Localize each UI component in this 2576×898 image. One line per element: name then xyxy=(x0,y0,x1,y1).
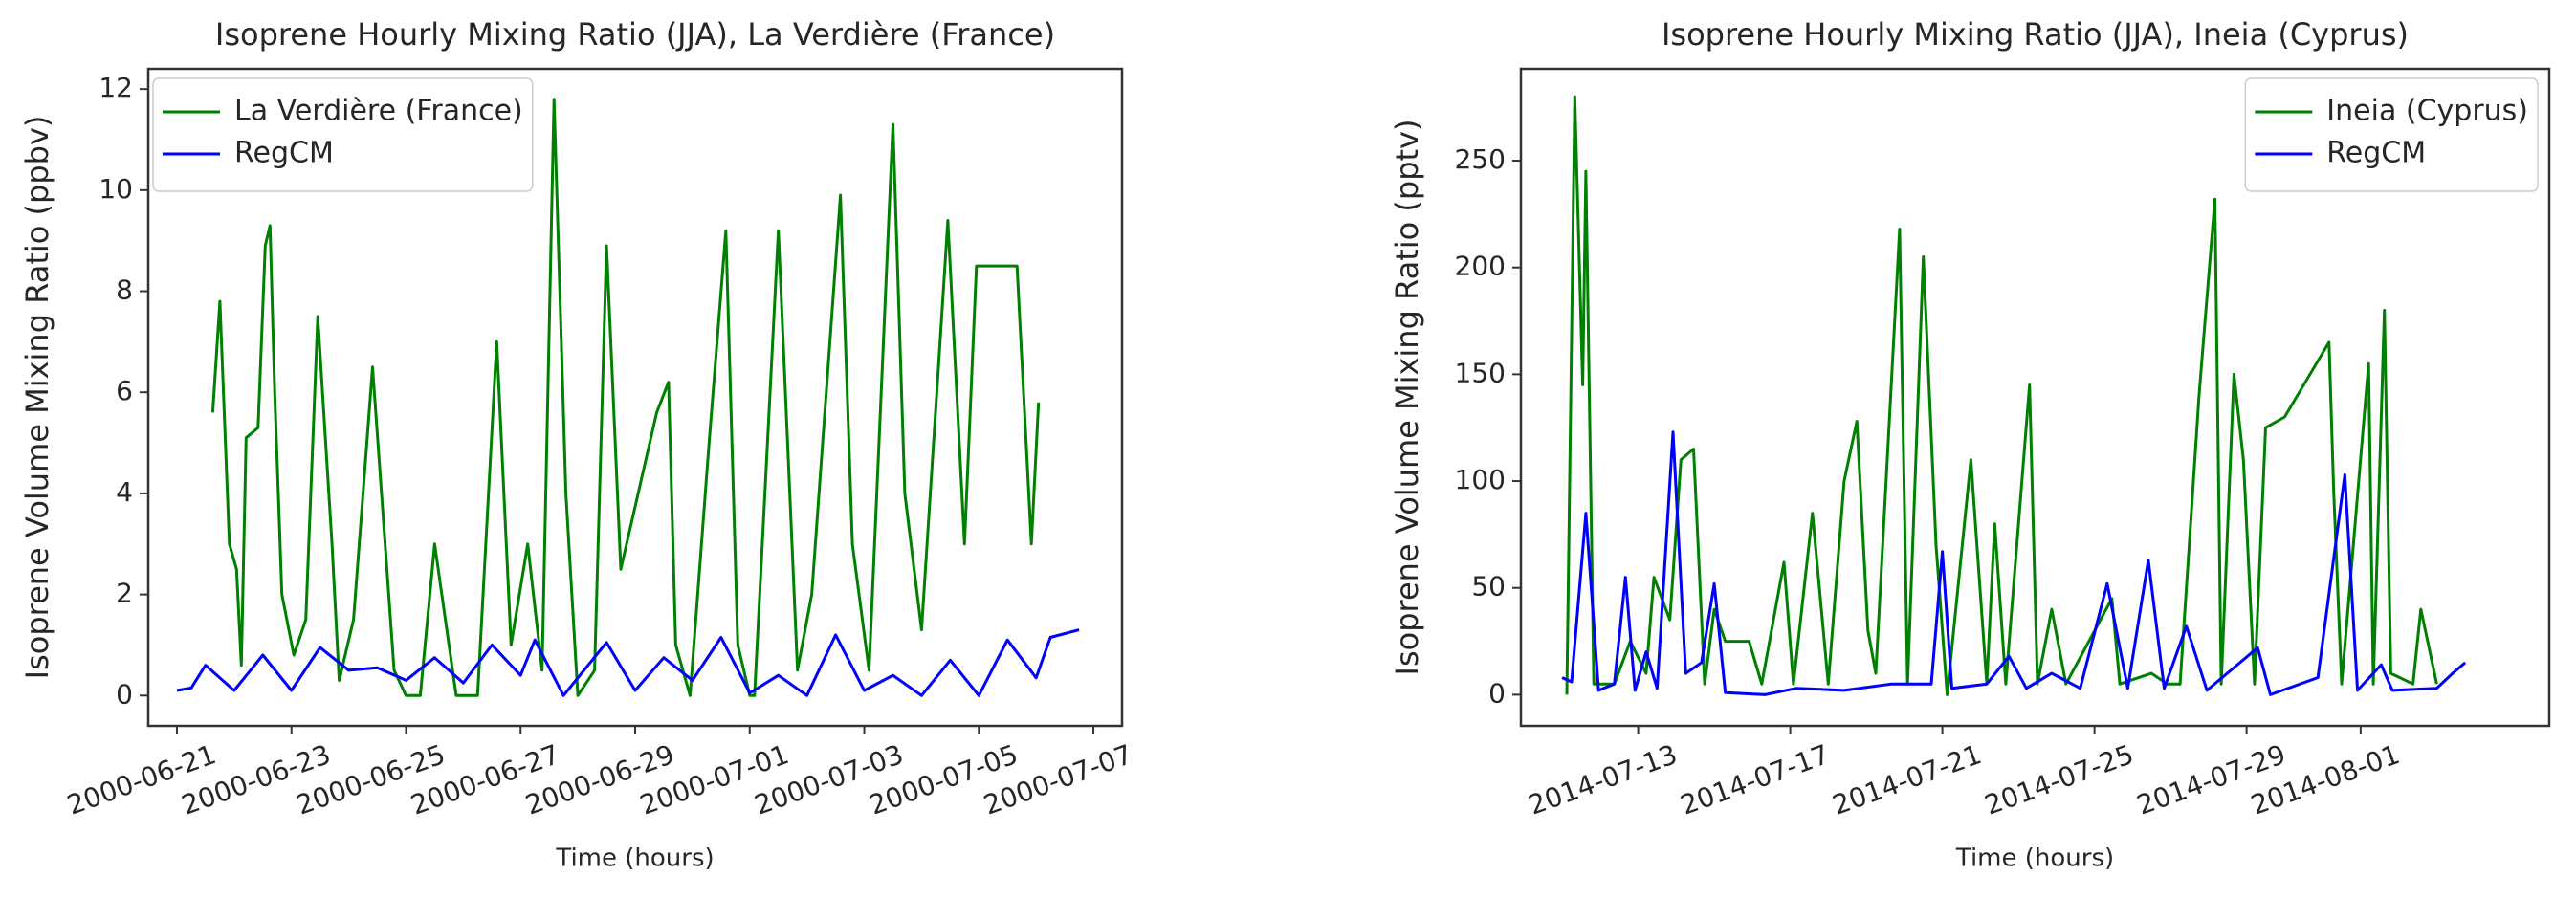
chart-title: Isoprene Hourly Mixing Ratio (JJA), La V… xyxy=(215,16,1055,53)
y-axis-label: Isoprene Volume Mixing Ratio (ppbv) xyxy=(19,116,55,680)
x-tick-label: 2014-07-17 xyxy=(1677,738,1834,821)
legend-label: La Verdière (France) xyxy=(234,95,523,128)
chart-title: Isoprene Hourly Mixing Ratio (JJA), Inei… xyxy=(1662,16,2409,53)
y-tick-label: 0 xyxy=(116,678,133,710)
x-tick-label: 2014-07-25 xyxy=(1981,738,2138,821)
plot-frame xyxy=(1519,67,2551,728)
y-tick-label: 50 xyxy=(1471,571,1506,602)
series-line xyxy=(1565,95,2438,696)
x-tick-label: 2014-07-13 xyxy=(1524,738,1681,821)
x-axis-label: Time (hours) xyxy=(555,844,714,873)
legend-label: RegCM xyxy=(2326,137,2426,170)
y-tick-label: 250 xyxy=(1455,143,1506,175)
legend-label: RegCM xyxy=(234,137,334,170)
y-tick-label: 200 xyxy=(1455,251,1506,282)
y-tick-label: 4 xyxy=(116,476,133,508)
y-tick-label: 6 xyxy=(116,375,133,406)
x-tick-label: 2014-07-21 xyxy=(1829,738,1986,821)
series-line xyxy=(210,98,1041,697)
legend-box xyxy=(152,77,534,192)
y-tick-label: 0 xyxy=(1488,677,1506,709)
y-tick-label: 2 xyxy=(116,578,133,609)
series-line xyxy=(1561,430,2467,696)
y-tick-label: 150 xyxy=(1455,357,1506,388)
y-tick-label: 12 xyxy=(99,72,133,103)
y-tick-label: 100 xyxy=(1455,464,1506,495)
series-line xyxy=(176,628,1080,697)
y-tick-label: 8 xyxy=(116,274,133,306)
legend-label: Ineia (Cyprus) xyxy=(2326,95,2528,128)
legend-box xyxy=(2244,77,2539,192)
x-axis-label: Time (hours) xyxy=(1955,844,2114,873)
legend: Ineia (Cyprus) RegCM xyxy=(2244,77,2539,192)
plot-frame xyxy=(146,67,1124,728)
y-tick-label: 10 xyxy=(99,173,133,205)
y-axis-label: Isoprene Volume Mixing Ratio (pptv) xyxy=(1389,120,1425,676)
legend: La Verdière (France) RegCM xyxy=(152,77,534,192)
